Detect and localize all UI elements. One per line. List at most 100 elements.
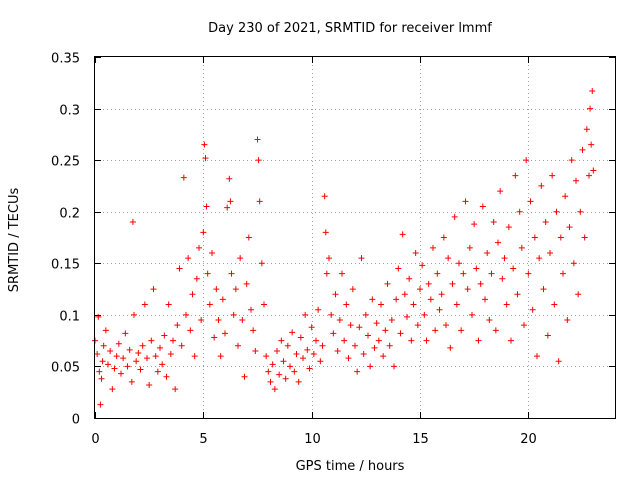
data-point <box>102 327 109 334</box>
data-point <box>306 365 313 372</box>
x-tick-label: 10 <box>304 432 321 447</box>
data-point <box>154 368 161 375</box>
data-point <box>95 313 102 320</box>
data-point <box>458 327 465 334</box>
data-point <box>326 255 332 262</box>
data-point <box>254 136 261 143</box>
data-point <box>271 386 278 393</box>
data-point <box>122 330 129 337</box>
data-point <box>508 337 514 344</box>
data-point <box>464 286 471 293</box>
data-point <box>434 270 441 277</box>
data-point <box>255 157 262 164</box>
data-point <box>131 311 137 318</box>
data-point <box>323 270 330 277</box>
data-point <box>129 219 136 226</box>
data-point <box>172 386 179 393</box>
data-point <box>497 188 504 195</box>
data-point <box>196 244 202 251</box>
data-point <box>278 337 285 344</box>
data-point <box>202 155 209 162</box>
data-point <box>553 208 560 215</box>
data-point <box>317 358 324 365</box>
data-points <box>92 88 597 408</box>
data-point <box>295 378 302 385</box>
data-point <box>274 347 280 354</box>
data-point <box>128 378 135 385</box>
y-tick-label: 0.1 <box>59 310 80 325</box>
data-point <box>159 361 166 368</box>
data-point <box>144 355 150 362</box>
data-point <box>239 317 246 324</box>
axis-ticks <box>95 57 615 419</box>
data-point <box>250 327 257 334</box>
data-point <box>261 301 267 308</box>
data-point <box>492 327 499 334</box>
data-point <box>343 301 350 308</box>
data-point <box>98 375 105 382</box>
data-point <box>165 301 172 308</box>
data-point <box>564 317 571 324</box>
data-point <box>226 175 233 182</box>
data-point <box>471 221 478 228</box>
data-point <box>224 204 231 211</box>
data-point <box>382 327 389 334</box>
x-tick-labels: 0 5 10 15 20 <box>91 432 536 447</box>
data-point <box>313 337 319 344</box>
chart-title: Day 230 of 2021, SRMTID for receiver lmm… <box>208 21 492 36</box>
data-point <box>113 353 120 360</box>
data-point <box>469 311 475 318</box>
data-point <box>360 351 367 358</box>
data-point <box>97 401 104 408</box>
data-point <box>510 265 517 272</box>
data-point <box>499 275 506 282</box>
data-point <box>213 286 220 293</box>
data-point <box>178 342 185 349</box>
data-point <box>100 342 107 349</box>
data-point <box>222 330 228 337</box>
data-point <box>191 353 198 360</box>
data-point <box>414 322 421 329</box>
data-point <box>557 234 564 241</box>
data-point <box>228 270 235 277</box>
data-point <box>412 249 419 256</box>
data-point <box>356 324 363 331</box>
data-point <box>479 203 486 210</box>
data-point <box>369 296 376 303</box>
data-point <box>388 317 395 324</box>
data-point <box>551 301 558 308</box>
data-point <box>297 334 304 341</box>
data-point <box>322 229 329 236</box>
y-tick-label: 0 <box>72 413 80 428</box>
y-tick-label: 0.35 <box>51 52 80 67</box>
data-point <box>462 198 469 205</box>
data-point <box>328 311 335 318</box>
data-point <box>365 332 371 339</box>
data-point <box>230 311 237 318</box>
data-point <box>408 337 415 344</box>
data-point <box>456 260 462 267</box>
data-point <box>419 262 426 269</box>
data-point <box>536 255 543 262</box>
data-point <box>319 342 326 349</box>
data-point <box>193 275 200 282</box>
data-point <box>96 368 103 375</box>
data-point <box>436 306 443 313</box>
data-point <box>133 358 140 365</box>
data-point <box>289 329 296 336</box>
data-point <box>423 337 430 344</box>
data-point <box>358 255 365 262</box>
data-point <box>453 301 460 308</box>
data-point <box>590 167 597 174</box>
data-point <box>445 255 452 262</box>
data-point <box>397 330 404 337</box>
data-point <box>527 198 534 205</box>
data-point <box>432 327 439 334</box>
data-point <box>167 351 174 358</box>
data-point <box>352 342 358 349</box>
data-point <box>486 317 493 324</box>
data-point <box>449 280 456 287</box>
data-point <box>137 366 144 373</box>
data-point <box>126 346 133 353</box>
data-point <box>371 344 378 351</box>
